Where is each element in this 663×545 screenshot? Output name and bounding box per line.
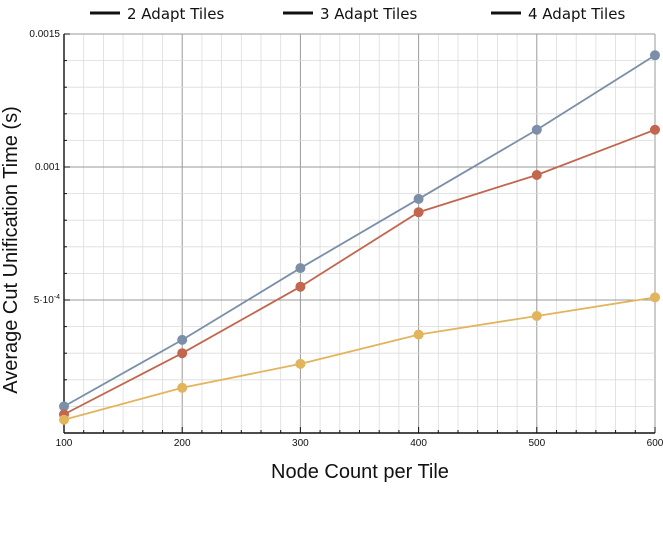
data-point — [650, 292, 660, 303]
series-line — [63, 128, 656, 416]
series-4-adapt-tiles — [59, 292, 660, 425]
y-tick-label: 0.001 — [35, 162, 60, 173]
legend-label: 3 Adapt Tiles — [320, 5, 417, 23]
legend-entry: 3 Adapt Tiles — [283, 5, 417, 23]
y-axis-title: Average Cut Unification Time (s) — [0, 106, 22, 394]
x-tick-label: 200 — [174, 438, 191, 449]
x-tick-label: 100 — [56, 438, 73, 449]
data-point — [413, 329, 424, 340]
x-tick-label: 600 — [647, 438, 663, 449]
x-tick-label: 400 — [410, 438, 427, 449]
series-line — [63, 296, 656, 421]
data-point — [531, 169, 542, 180]
tick-labels: 100 200 300 400 500 600 0.0015 0.001 5·10-4 — [29, 29, 663, 449]
data-point — [650, 124, 660, 135]
data-point — [413, 193, 424, 204]
legend-entry: 4 Adapt Tiles — [491, 5, 625, 23]
series-layer — [59, 50, 660, 425]
data-point — [177, 348, 188, 359]
data-point — [413, 207, 424, 218]
data-point — [295, 358, 306, 369]
x-tick-label: 500 — [528, 438, 545, 449]
data-point — [531, 124, 542, 135]
data-point — [59, 401, 69, 412]
data-point — [650, 50, 660, 61]
legend-label: 4 Adapt Tiles — [528, 5, 625, 23]
series-2-adapt-tiles — [59, 50, 660, 412]
legend: 2 Adapt Tiles 3 Adapt Tiles 4 Adapt Tiles — [90, 5, 625, 23]
x-tick-label: 300 — [292, 438, 309, 449]
x-axis-title: Node Count per Tile — [271, 461, 449, 483]
data-point — [59, 414, 69, 425]
y-tick-label: 5·10-4 — [34, 294, 60, 306]
legend-entry: 2 Adapt Tiles — [90, 5, 224, 23]
data-point — [531, 310, 542, 321]
legend-label: 2 Adapt Tiles — [127, 5, 224, 23]
data-point — [295, 263, 306, 274]
y-tick-label: 0.0015 — [29, 29, 60, 40]
data-point — [295, 281, 306, 292]
data-point — [177, 382, 188, 393]
axes — [63, 33, 656, 434]
series-line — [63, 54, 656, 408]
data-point — [177, 334, 188, 345]
